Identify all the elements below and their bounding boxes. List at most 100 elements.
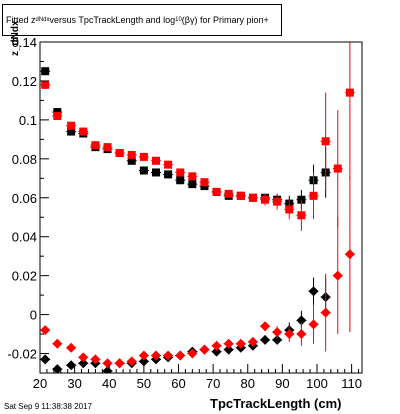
- data-point-diamond: [66, 342, 77, 353]
- data-point-diamond: [102, 366, 113, 373]
- y-tick-label: 0.12: [12, 74, 37, 89]
- data-point-square: [345, 88, 354, 97]
- data-point-square: [248, 193, 257, 202]
- data-point-square: [285, 205, 294, 214]
- data-point-square: [79, 127, 88, 136]
- data-point-diamond: [272, 327, 283, 338]
- data-point-diamond: [78, 352, 89, 363]
- data-point-square: [41, 67, 50, 76]
- data-point-diamond: [126, 356, 137, 367]
- data-point-square: [127, 150, 136, 159]
- data-point-square: [53, 111, 62, 120]
- y-tick-label: 0: [30, 308, 37, 323]
- data-point-square: [261, 195, 270, 204]
- chart-marks: [40, 42, 355, 373]
- x-tick-label: 90: [275, 376, 289, 391]
- data-point-square: [297, 211, 306, 220]
- data-point-square: [200, 178, 209, 187]
- title-sub-2: 10: [175, 17, 182, 23]
- data-point-square: [309, 191, 318, 200]
- data-point-diamond: [175, 350, 186, 361]
- data-point-square: [176, 168, 185, 177]
- x-tick-label: 50: [137, 376, 151, 391]
- data-point-diamond: [163, 350, 174, 361]
- data-layer: [40, 42, 355, 373]
- data-point-square: [176, 176, 185, 185]
- data-point-diamond: [284, 329, 295, 340]
- data-point-diamond: [223, 338, 234, 349]
- data-point-diamond: [78, 358, 89, 369]
- data-point-diamond: [223, 344, 234, 355]
- y-tick-label: -0.02: [7, 347, 37, 362]
- data-point-diamond: [187, 348, 198, 359]
- data-point-diamond: [308, 319, 319, 330]
- data-point-diamond: [66, 360, 77, 371]
- data-point-diamond: [272, 334, 283, 345]
- y-tick-label: 0.08: [12, 152, 37, 167]
- data-point-square: [139, 166, 148, 175]
- y-tick-label: 0.06: [12, 191, 37, 206]
- x-tick-label: 40: [102, 376, 116, 391]
- data-point-diamond: [138, 356, 149, 367]
- x-tick-label: 70: [206, 376, 220, 391]
- data-point-diamond: [308, 286, 319, 297]
- data-point-diamond: [90, 354, 101, 365]
- data-point-diamond: [260, 334, 271, 345]
- data-point-square: [212, 187, 221, 196]
- data-point-square: [103, 143, 112, 152]
- data-point-diamond: [296, 329, 307, 340]
- data-point-square: [91, 141, 100, 150]
- chart-axes: 20 30 40 50 60 70 80 90 100 110 -0.02 0 0.02 0.04 0.06…: [7, 35, 363, 391]
- data-point-diamond: [344, 249, 355, 260]
- x-tick-label: 30: [67, 376, 81, 391]
- data-point-square: [41, 80, 50, 89]
- plot-frame: [39, 41, 363, 374]
- data-point-square: [224, 189, 233, 198]
- data-point-diamond: [332, 270, 343, 281]
- data-point-square: [164, 170, 173, 179]
- data-point-diamond: [102, 358, 113, 369]
- data-point-diamond: [235, 338, 246, 349]
- x-tick-label: 60: [171, 376, 185, 391]
- y-tick-label: 0.02: [12, 269, 37, 284]
- data-point-square: [67, 121, 76, 130]
- data-point-square: [151, 168, 160, 177]
- data-point-diamond: [40, 354, 51, 365]
- x-axis-label: TpcTrackLength (cm): [210, 396, 342, 411]
- data-point-diamond: [52, 364, 63, 373]
- y-tick-label: 0.1: [19, 113, 37, 128]
- x-tick-label: 80: [241, 376, 255, 391]
- data-point-diamond: [138, 350, 149, 361]
- data-point-square: [151, 156, 160, 165]
- data-point-diamond: [211, 346, 222, 357]
- data-point-square: [333, 164, 342, 173]
- data-point-square: [273, 197, 282, 206]
- data-point-diamond: [296, 315, 307, 326]
- data-point-square: [188, 172, 197, 181]
- data-point-square: [321, 137, 330, 146]
- data-point-diamond: [40, 325, 51, 336]
- chart-title: Fitted z dNdx versus TpcTrackLength and l…: [2, 4, 282, 36]
- title-part-3: (βγ) for Primary pion+: [181, 15, 269, 25]
- timestamp-footer: Sat Sep 9 11:38:38 2017: [4, 402, 92, 411]
- data-point-diamond: [320, 307, 331, 318]
- y-tick-label: 0.04: [12, 230, 37, 245]
- title-part-2: versus TpcTrackLength and log: [49, 15, 176, 25]
- data-point-square: [188, 180, 197, 189]
- data-point-diamond: [260, 321, 271, 332]
- data-point-diamond: [114, 358, 125, 369]
- title-sub-1: dNdx: [35, 17, 50, 23]
- title-part-1: Fitted z: [6, 15, 36, 25]
- x-tick-label: 110: [341, 376, 362, 391]
- data-point-diamond: [211, 340, 222, 351]
- data-point-square: [127, 156, 136, 165]
- x-tick-label: 20: [33, 376, 47, 391]
- data-point-square: [236, 191, 245, 200]
- data-point-square: [67, 127, 76, 136]
- data-point-square: [115, 148, 124, 157]
- data-point-diamond: [150, 350, 161, 361]
- y-axis-label: z_dNdx: [10, 20, 21, 56]
- data-point-diamond: [199, 344, 210, 355]
- data-point-diamond: [52, 338, 63, 349]
